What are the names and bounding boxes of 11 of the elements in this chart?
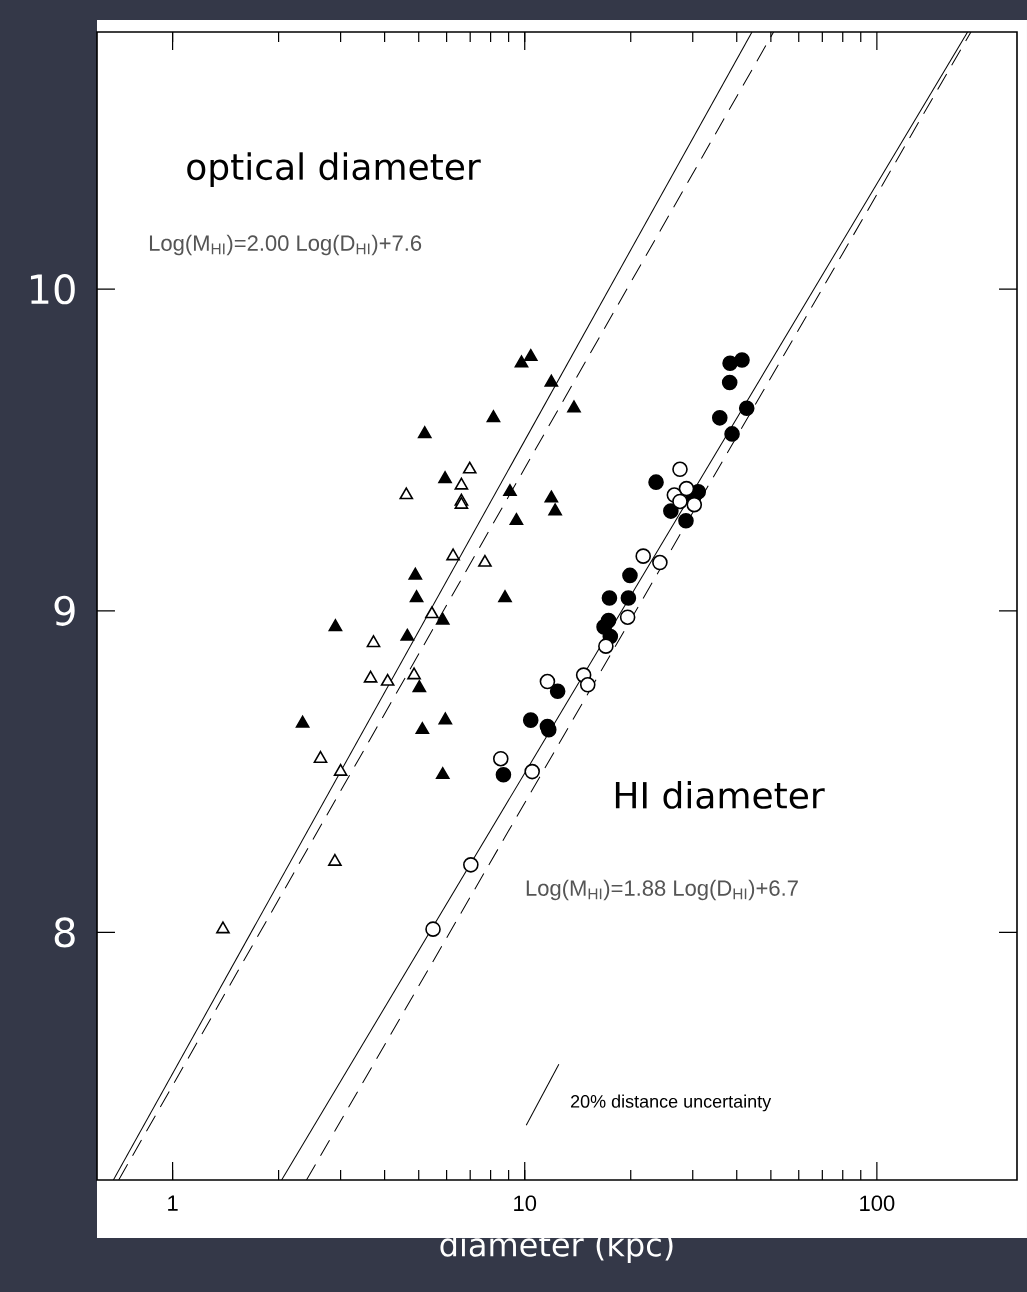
- annotation: HI diameter: [615, 781, 825, 809]
- annotation: 20% distance uncertainty: [571, 1094, 772, 1112]
- y-tick-label: 10: [30, 274, 75, 305]
- x-tick-label: 1: [168, 1195, 178, 1211]
- annotation: Log(M$_{HI}$)=1.88 Log(D$_{HI}$)+6.7: [526, 879, 798, 901]
- annotation: optical diameter: [187, 152, 481, 188]
- y-tick-label: 8: [54, 917, 75, 948]
- x-tick-label: 100: [860, 1195, 895, 1212]
- x-tick-label: 10: [514, 1195, 537, 1212]
- annotation: Log(M$_{HI}$)=2.00 Log(D$_{HI}$)+7.6: [149, 234, 422, 256]
- y-tick-label: 9: [54, 595, 75, 626]
